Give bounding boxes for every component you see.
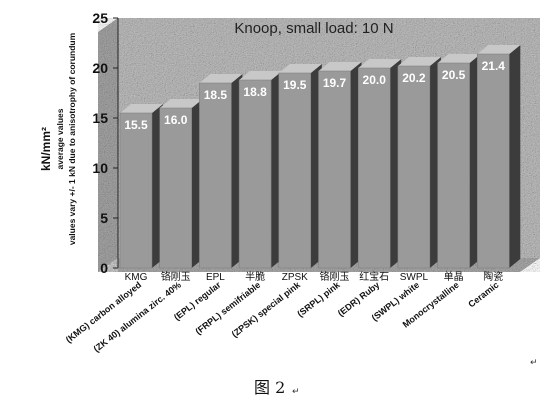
bar-top [437, 54, 481, 63]
side-wall [98, 18, 118, 272]
bar-top [159, 99, 203, 108]
bar [199, 82, 232, 269]
bar-side [509, 45, 521, 268]
bar [119, 112, 153, 269]
data-label: 15.5 [124, 118, 148, 132]
y-axis-sublabel-2: values vary +/- 1 kN due to anisotrophy … [67, 32, 77, 245]
category-label-top: EPL [206, 272, 225, 283]
bar [238, 79, 272, 269]
bar [477, 53, 510, 269]
y-axis-label: kN/mm² [39, 127, 53, 171]
y-tick-label: 10 [92, 160, 108, 176]
bar-top [199, 74, 243, 83]
category-label-top: 铬刚玉 [161, 270, 191, 283]
figure-caption: 图 2 [254, 378, 285, 397]
data-label: 19.5 [283, 78, 307, 92]
category-label-top: KMG [125, 272, 148, 283]
bar-top [477, 45, 521, 54]
bar [357, 67, 391, 269]
caption-return-mark: ↵ [292, 386, 300, 396]
category-label: (KMG) carbon alloyed [64, 280, 143, 345]
data-label: 20.0 [363, 73, 387, 87]
data-label: 16.0 [164, 113, 188, 127]
category-label-top: 铬刚玉 [320, 270, 350, 283]
category-label-top: 半脆 [245, 270, 265, 283]
category-label: (SRPL) pink [295, 279, 342, 319]
right-return-mark: ↵ [530, 357, 538, 367]
bar-top [239, 71, 283, 80]
bar-top [278, 64, 322, 73]
bar [397, 65, 431, 269]
category-labels-rotated: (KMG) carbon alloyed(ZK 40) alumina zirc… [64, 279, 501, 354]
data-label: 20.2 [402, 71, 426, 85]
category-labels-top: KMG 铬刚玉 EPL 半脆 ZPSK 铬刚玉 红宝石 SWPL 单晶 陶瓷 [125, 270, 504, 283]
bars [119, 45, 521, 269]
bar [318, 70, 351, 269]
data-label: 18.8 [243, 85, 267, 99]
category-label-top: ZPSK [282, 272, 308, 283]
category-label-top: 单晶 [444, 271, 464, 283]
category-label: (ZPSK) special pink [230, 279, 303, 339]
y-ticks: 0 5 10 15 20 25 [92, 10, 118, 276]
bar-top [397, 57, 441, 66]
category-label: Ceramic [466, 280, 500, 310]
bar-top [120, 104, 163, 113]
data-label: 18.5 [204, 88, 228, 102]
bar-top [318, 62, 362, 71]
y-tick-label: 5 [100, 210, 108, 226]
data-label: 21.4 [482, 59, 506, 73]
y-tick-label: 15 [92, 110, 108, 126]
y-tick-label: 20 [92, 60, 108, 76]
data-label: 20.5 [442, 68, 466, 82]
category-label-top: SWPL [400, 272, 429, 283]
y-axis-sublabel-1: average values [55, 108, 65, 169]
category-label-top: 红宝石 [359, 270, 389, 283]
chart-title: Knoop, small load: 10 N [234, 20, 393, 37]
data-labels: 15.5 16.0 18.5 18.8 19.5 19.7 20.0 20.2 20.5 21.4 [124, 59, 505, 132]
y-tick-label: 0 [100, 260, 108, 276]
bar [159, 107, 192, 269]
bar [437, 62, 470, 269]
y-tick-label: 25 [92, 10, 108, 26]
data-label: 19.7 [323, 76, 347, 90]
bar-top [358, 59, 402, 68]
bar [278, 72, 312, 269]
category-label-top: 陶瓷 [483, 270, 503, 283]
category-label: (FRPL) semifriable [194, 280, 263, 337]
